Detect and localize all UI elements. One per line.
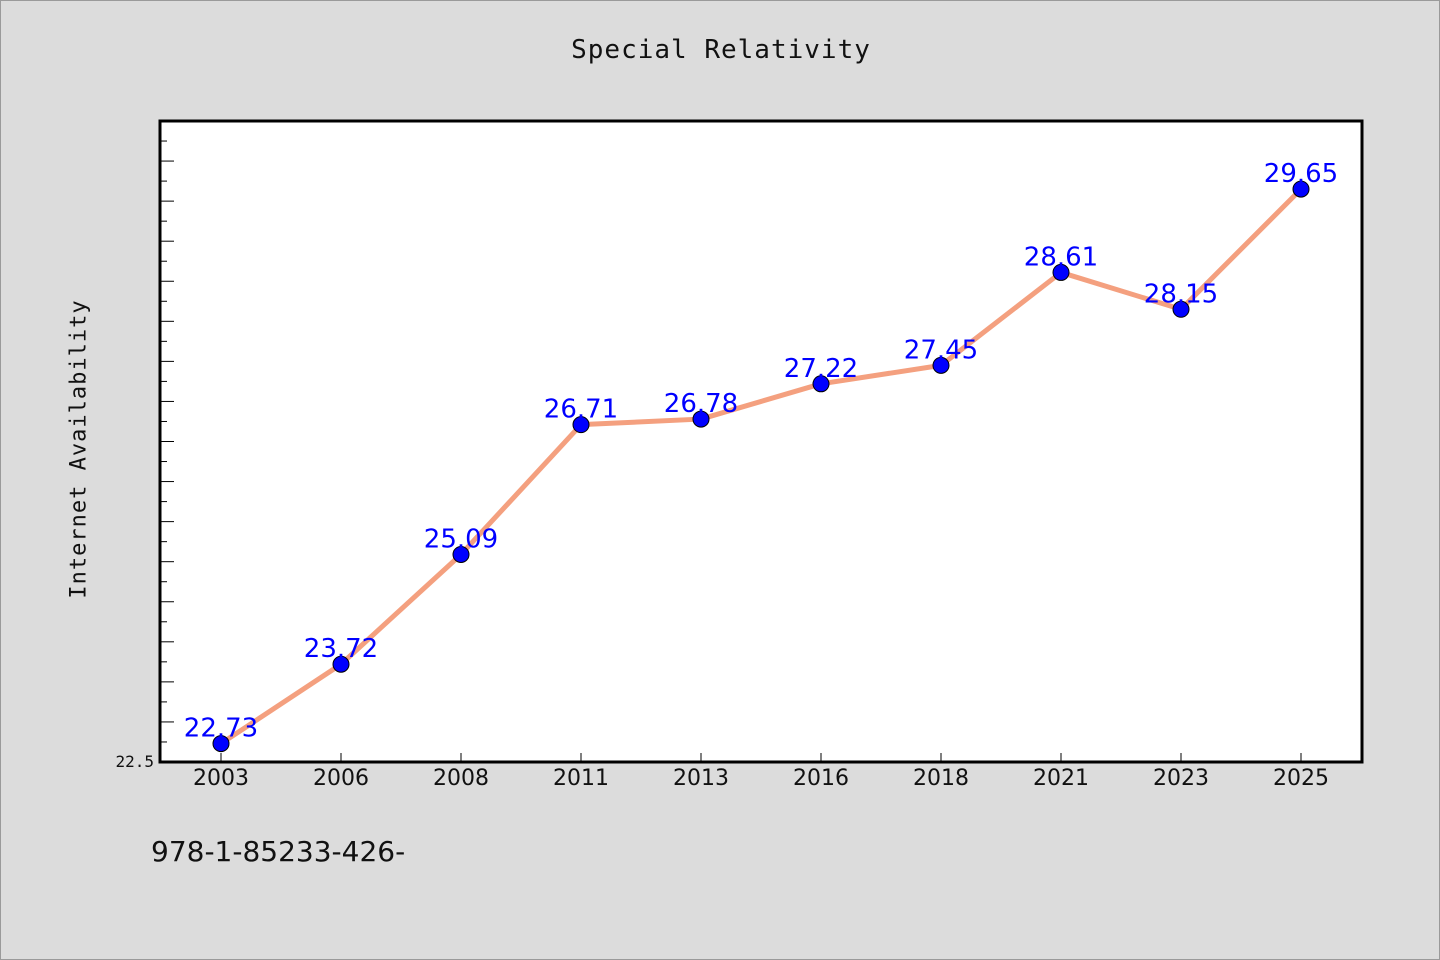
data-point [1172,300,1190,318]
data-point [1292,180,1310,198]
chart-title: Special Relativity [571,35,871,65]
data-point [332,655,350,673]
data-point [452,545,470,563]
data-point [572,416,590,434]
x-tick-label: 2021 [1033,766,1089,791]
data-label: 28.61 [1024,242,1098,272]
x-tick-label: 2013 [673,766,729,791]
data-label: 23.72 [304,634,378,664]
x-tick-label: 2008 [433,766,489,791]
data-label: 22.73 [184,714,258,744]
data-label: 27.45 [904,335,978,365]
footer-code: 978-1-85233-426- [151,835,406,868]
data-markers [212,180,1310,753]
data-labels: 22.73 23.72 25.09 26.71 26.78 27.22 27.45 28.61… [184,159,1338,743]
data-label: 27.22 [784,354,858,384]
x-tick-label: 2003 [193,766,249,791]
plot-frame [158,119,1364,764]
x-tick-label: 2011 [553,766,609,791]
series-line [218,186,1304,747]
data-label: 25.09 [424,524,498,554]
data-point [812,375,830,393]
data-label: 28.15 [1144,279,1218,309]
y-tick-label: 22.5 [115,752,154,771]
x-tick-label: 2018 [913,766,969,791]
x-tick-label: 2025 [1273,766,1329,791]
data-point [1052,263,1070,281]
series-lines [218,186,1304,747]
data-label: 26.78 [664,389,738,419]
data-point [212,735,230,753]
x-tick-label: 2006 [313,766,369,791]
data-label: 29.65 [1264,159,1338,189]
y-axis-tick-labels: 22.5 [115,752,154,771]
x-tick-label: 2016 [793,766,849,791]
x-axis-tick-labels: 2003 2006 2008 2011 2013 2016 2018 2021 2023 2025 [193,766,1329,791]
data-label: 26.71 [544,395,618,425]
data-point [932,356,950,374]
x-tick-label: 2023 [1153,766,1209,791]
plot-area [160,121,1362,762]
data-point [692,410,710,428]
